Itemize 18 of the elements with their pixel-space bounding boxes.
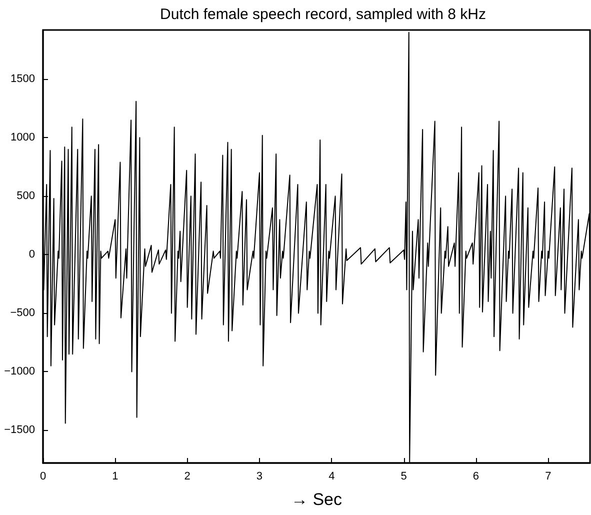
y-tick-label: 0	[28, 248, 35, 261]
x-axis-title: → Sec	[290, 490, 342, 509]
y-tick-label: 1000	[10, 132, 35, 144]
x-tick-label: 4	[328, 470, 335, 482]
x-tick-label: 3	[256, 470, 263, 482]
x-tick-label: 7	[545, 470, 552, 482]
x-tick-label: 2	[184, 470, 190, 482]
y-tick-label: −500	[10, 307, 35, 320]
y-tick-label: 1500	[10, 73, 35, 86]
y-tick-label: 500	[16, 190, 35, 202]
line-series	[42, 32, 590, 462]
x-tick-label: 1	[112, 470, 118, 482]
x-tick-label: 5	[400, 470, 407, 482]
chart-title: Dutch female speech record, sampled with 8 kHz	[160, 6, 486, 23]
x-tick-label: 0	[40, 470, 46, 482]
y-tick-label: −1500	[4, 424, 35, 436]
x-tick-label: 6	[472, 470, 480, 482]
y-tick-label: −1000	[4, 366, 35, 378]
